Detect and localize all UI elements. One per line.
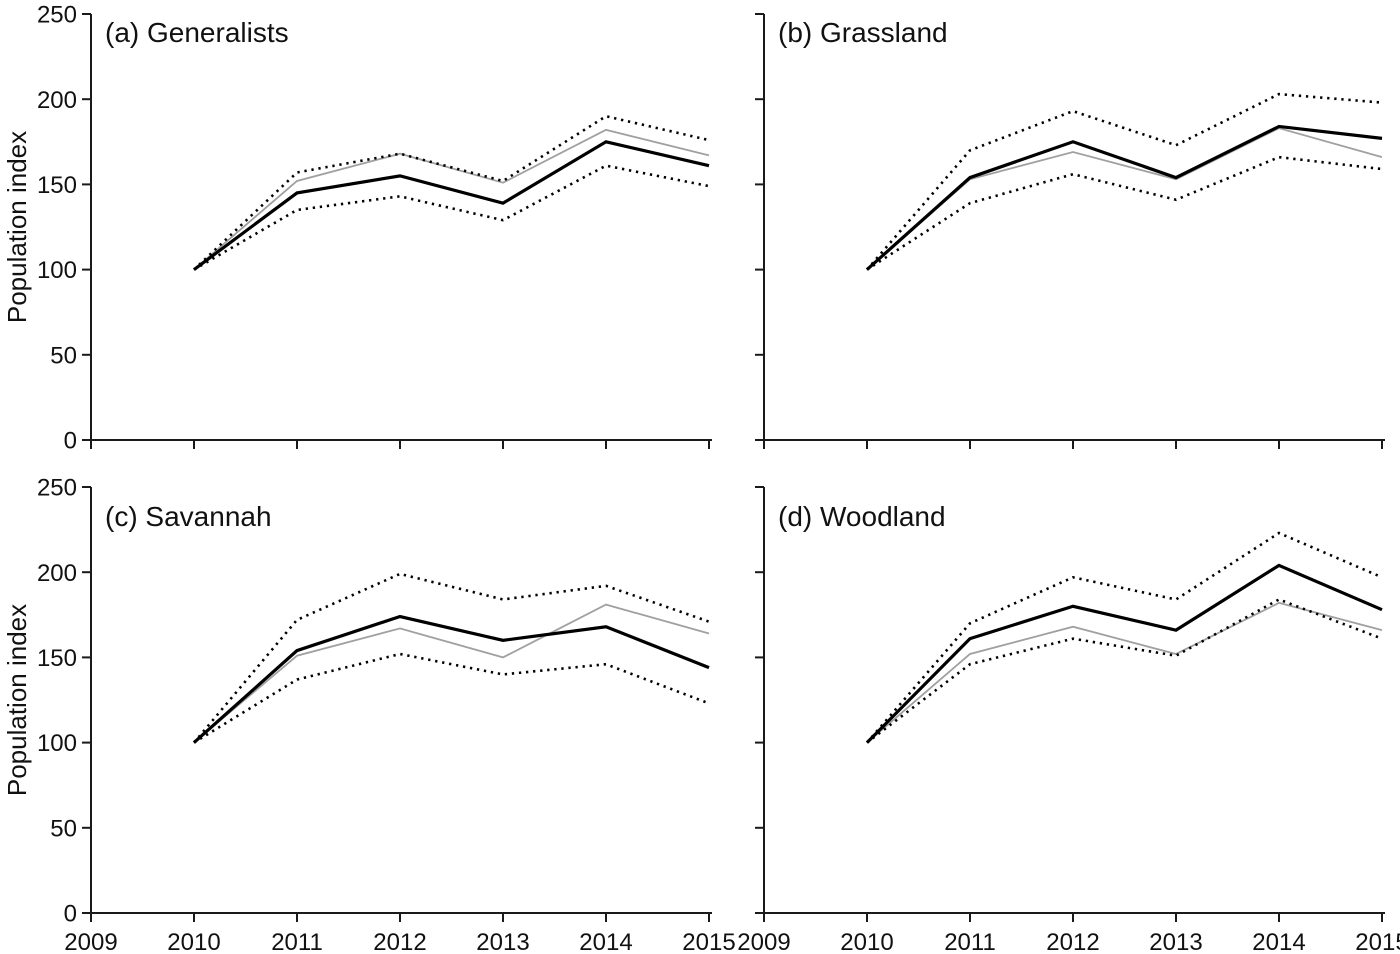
- y-tick-label: 250: [37, 2, 77, 29]
- series-population-index-line: [865, 563, 1383, 744]
- x-tick-label: 2013: [476, 929, 529, 954]
- y-tick-label: 200: [37, 560, 77, 587]
- panel-a: 0 50 100 150 200 250: [37, 2, 712, 455]
- x-tick-label: 2015: [682, 929, 735, 954]
- series-comparison-index-line: [866, 601, 1383, 744]
- x-tick-label: 2011: [271, 929, 323, 954]
- series-upper-confidence-limit-line: [866, 531, 1383, 744]
- x-tick-label: 2012: [1046, 929, 1099, 954]
- series-population-index-line: [192, 614, 710, 744]
- series-comparison-index-line: [193, 603, 710, 744]
- x-tick-label: 2013: [1149, 929, 1202, 954]
- x-tick-label: 2014: [1252, 929, 1305, 954]
- series-upper-confidence-limit-line: [866, 92, 1383, 271]
- axis-spine: [763, 14, 1385, 441]
- y-tick-label: 0: [64, 901, 77, 928]
- series-population-index-line: [865, 124, 1383, 271]
- panel-a-title: (a) Generalists: [105, 17, 289, 48]
- axis-spine: [90, 14, 712, 441]
- x-tick-label: 2011: [944, 929, 996, 954]
- series-lower-confidence-limit-line: [866, 598, 1383, 744]
- x-tick-label: 2010: [167, 929, 220, 954]
- series-lower-confidence-limit-line: [193, 164, 710, 271]
- series-lower-confidence-limit-line: [193, 652, 710, 744]
- y-tick-label: 0: [64, 428, 77, 455]
- y-tick-label: 50: [50, 342, 77, 369]
- x-tick-label: 2009: [737, 929, 790, 954]
- x-tick-label: 2009: [64, 929, 117, 954]
- y-tick-label: 150: [37, 172, 77, 199]
- panel-d: 2009 2010 2011 2012 2013 2014 2015: [737, 486, 1400, 954]
- panel-d-title: (d) Woodland: [778, 501, 946, 532]
- series-population-index-line: [193, 140, 710, 271]
- y-tick-label: 100: [37, 257, 77, 284]
- series-lower-confidence-limit-line: [866, 155, 1383, 271]
- x-tick-label: 2010: [840, 929, 893, 954]
- y-tick-label: 200: [37, 87, 77, 114]
- series-upper-confidence-limit-line: [193, 572, 710, 744]
- x-tick-label: 2015: [1355, 929, 1400, 954]
- panel-b-title: (b) Grassland: [778, 17, 948, 48]
- series-upper-confidence-limit-line: [193, 114, 710, 271]
- y-tick-label: 150: [37, 645, 77, 672]
- y-axis-title-top-row: Population index: [2, 131, 32, 323]
- axis-spine: [90, 487, 712, 914]
- panel-b: [755, 13, 1385, 449]
- y-tick-label: 250: [37, 475, 77, 502]
- y-axis-title-bottom-row: Population index: [2, 604, 32, 796]
- x-tick-label: 2012: [373, 929, 426, 954]
- y-tick-label: 50: [50, 815, 77, 842]
- panel-c: 0 50 100 150 200 250 2009 2010 2011 2012 2013 2014 2…: [37, 475, 736, 954]
- x-tick-label: 2014: [579, 929, 632, 954]
- panel-c-title: (c) Savannah: [105, 501, 272, 532]
- series-comparison-index-line: [193, 128, 710, 271]
- axis-spine: [763, 487, 1385, 914]
- y-tick-label: 100: [37, 730, 77, 757]
